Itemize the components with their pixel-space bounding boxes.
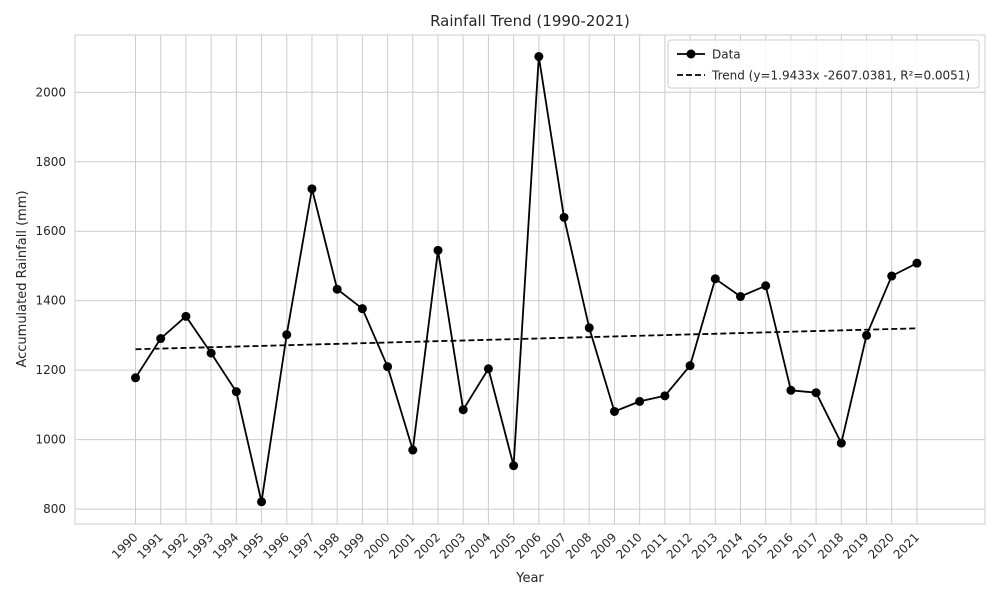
data-point: [534, 52, 544, 62]
series-layer: [130, 52, 922, 507]
x-tick-label: 1991: [134, 530, 165, 561]
data-point: [357, 304, 367, 314]
data-point: [509, 461, 519, 471]
legend-box: [667, 39, 980, 89]
x-tick-label: 2006: [512, 530, 543, 561]
data-point: [156, 334, 166, 344]
x-tick-label: 2010: [613, 530, 644, 561]
trend-line: [135, 327, 917, 351]
legend-data-marker: [686, 49, 696, 59]
x-tick-label: 2021: [891, 530, 922, 561]
x-tick-label: 1995: [235, 530, 266, 561]
x-tick-label: 1994: [210, 530, 241, 561]
data-point: [735, 292, 745, 302]
data-point: [433, 245, 443, 255]
y-tick-label: 1400: [35, 294, 66, 308]
y-tick-label: 2000: [35, 85, 66, 99]
x-tick-label: 2004: [462, 530, 493, 561]
x-tick-label: 2007: [538, 530, 569, 561]
y-axis-ticks: 800 1000 1200 1400 1600 1800 2000: [35, 85, 66, 516]
data-point: [408, 445, 418, 455]
x-tick-label: 2002: [412, 530, 443, 561]
data-point: [332, 284, 342, 294]
data-point: [836, 438, 846, 448]
y-tick-label: 800: [43, 502, 66, 516]
y-tick-label: 1200: [35, 363, 66, 377]
x-tick-label: 1997: [286, 530, 317, 561]
x-axis-label: Year: [515, 571, 544, 586]
data-point: [912, 258, 922, 268]
x-tick-label: 2015: [739, 530, 770, 561]
chart-title: Rainfall Trend (1990-2021): [430, 12, 630, 30]
data-series-line: [134, 55, 918, 503]
x-tick-label: 1996: [260, 530, 291, 561]
data-point: [206, 348, 216, 358]
x-tick-label: 2019: [840, 530, 871, 561]
x-tick-label: 2018: [815, 530, 846, 561]
data-point: [609, 406, 619, 416]
data-point: [383, 362, 393, 372]
data-point: [761, 281, 771, 291]
grid: [75, 35, 985, 524]
x-tick-label: 2020: [865, 530, 896, 561]
x-tick-label: 2011: [638, 530, 669, 561]
legend-data-label: Data: [712, 48, 741, 62]
data-point: [257, 497, 267, 507]
x-tick-label: 2001: [386, 530, 417, 561]
data-point: [685, 361, 695, 371]
data-point: [483, 364, 493, 374]
x-tick-label: 2017: [790, 530, 821, 561]
data-point: [181, 311, 191, 321]
legend: Data Trend (y=1.9433x -2607.0381, R²=0.0…: [667, 39, 980, 89]
plot-frame: [74, 34, 986, 525]
y-tick-label: 1800: [35, 155, 66, 169]
data-point: [458, 405, 468, 415]
data-point: [887, 271, 897, 281]
x-tick-label: 2012: [664, 530, 695, 561]
y-tick-label: 1600: [35, 224, 66, 238]
x-tick-label: 2005: [487, 530, 518, 561]
x-tick-label: 2003: [437, 530, 468, 561]
x-tick-label: 2013: [689, 530, 720, 561]
data-point: [786, 385, 796, 395]
x-tick-label: 1992: [160, 530, 191, 561]
data-point: [862, 330, 872, 340]
x-tick-label: 2016: [765, 530, 796, 561]
data-point: [710, 274, 720, 284]
x-tick-label: 2000: [361, 530, 392, 561]
data-point: [307, 184, 317, 194]
x-tick-label: 1999: [336, 530, 367, 561]
x-tick-label: 1998: [311, 530, 342, 561]
x-tick-label: 2014: [714, 530, 745, 561]
legend-trend-label: Trend (y=1.9433x -2607.0381, R²=0.0051): [711, 69, 970, 83]
data-point: [130, 373, 140, 383]
data-point: [282, 330, 292, 340]
data-point: [635, 396, 645, 406]
y-tick-label: 1000: [35, 433, 66, 447]
x-axis-ticks: 1990199119921993199419951996199719981999…: [109, 530, 922, 561]
x-tick-label: 2008: [563, 530, 594, 561]
data-point: [559, 212, 569, 222]
x-tick-label: 1993: [185, 530, 216, 561]
data-point: [584, 323, 594, 333]
data-point: [660, 391, 670, 401]
data-point: [231, 387, 241, 397]
x-tick-label: 1990: [109, 530, 140, 561]
x-tick-label: 2009: [588, 530, 619, 561]
data-point: [811, 388, 821, 398]
y-axis-label: Accumulated Rainfall (mm): [15, 190, 30, 367]
